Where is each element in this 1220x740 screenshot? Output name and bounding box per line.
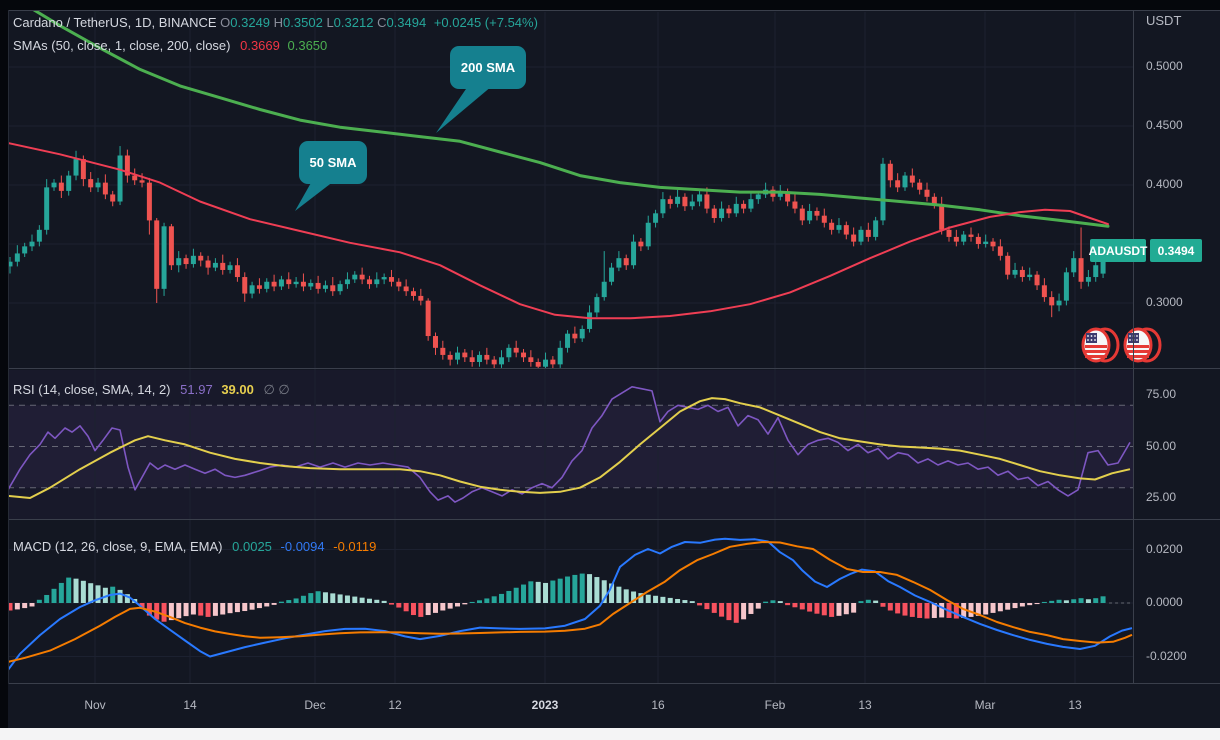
symbol-price-tag[interactable]: ADAUSDT: [1088, 239, 1148, 262]
macd-signal-line: [8, 541, 1133, 663]
rsi-lines[interactable]: [8, 385, 1131, 503]
price-axis[interactable]: 0.5000 0.4500 0.4000 0.3000 75.00 50.00 25.00 0…: [1134, 10, 1220, 684]
macd-axis-label: 0.0200: [1146, 541, 1183, 556]
macd-line: [8, 537, 1133, 671]
rsi-ma-line: [8, 397, 1131, 499]
low-value: 0.3212: [333, 15, 374, 30]
macd-axis-label: -0.0200: [1146, 648, 1187, 663]
currency-label: USDT: [1146, 13, 1182, 28]
time-axis-label: 13: [858, 698, 872, 712]
sma-legend-title: SMAs (50, close, 1, close, 200, close): [13, 38, 231, 53]
close-value: 0.3494: [386, 15, 427, 30]
rsi-ma-value: 39.00: [221, 382, 254, 397]
rsi-axis-label: 50.00: [1146, 438, 1177, 453]
macd-legend-title: MACD (12, 26, close, 9, EMA, EMA): [13, 539, 223, 554]
time-axis-label: 16: [651, 698, 665, 712]
last-price-value: 0.3494: [1157, 243, 1195, 258]
symbol-legend[interactable]: Cardano / TetherUS, 1D, BINANCE O0.3249 …: [13, 15, 538, 30]
macd-line-value: -0.0094: [280, 539, 325, 554]
time-axis[interactable]: Nov 14 Dec 12 2023 16 Feb 13 Mar 13: [8, 684, 1134, 728]
change-value: +0.0245 (+7.54%): [433, 15, 538, 30]
callout-200-sma-label: 200 SMA: [460, 60, 516, 75]
close-label: C: [377, 15, 387, 30]
us-flag-event-icon[interactable]: [1081, 327, 1120, 363]
time-axis-label: 2023: [531, 698, 559, 712]
rsi-legend-title: RSI (14, close, SMA, 14, 2): [13, 382, 171, 397]
open-value: 0.3249: [230, 15, 271, 30]
time-axis-label: 14: [183, 698, 197, 712]
rsi-value: 51.97: [180, 382, 213, 397]
time-axis-label: Feb: [764, 698, 786, 712]
macd-signal-value: -0.0119: [333, 539, 377, 554]
sma-50-line: [8, 142, 1109, 320]
sma-lines[interactable]: [0, 5, 1110, 320]
macd-series[interactable]: [8, 537, 1134, 671]
time-axis-label: 13: [1068, 698, 1082, 712]
high-value: 0.3502: [283, 15, 323, 30]
symbol-tag-label: ADAUSDT: [1088, 243, 1148, 258]
pane-separators[interactable]: [8, 10, 1220, 684]
price-axis-label: 0.3000: [1146, 295, 1183, 309]
callout-200-sma: 200 SMA: [450, 46, 526, 89]
low-label: L: [326, 15, 334, 30]
callout-50-sma: 50 SMA: [299, 141, 367, 184]
page-bottom-strip: [0, 728, 1220, 740]
macd-hist-value: 0.0025: [232, 539, 272, 554]
rsi-empty-values: ∅ ∅: [263, 382, 290, 397]
time-axis-label: Mar: [974, 698, 996, 712]
rsi-line: [8, 385, 1131, 503]
time-axis-label: Nov: [84, 698, 106, 712]
time-axis-label: 12: [388, 698, 402, 712]
macd-legend[interactable]: MACD (12, 26, close, 9, EMA, EMA) 0.0025…: [13, 539, 376, 554]
candlestick-series[interactable]: [8, 146, 1106, 370]
rsi-axis-label: 75.00: [1146, 387, 1177, 401]
symbol-title: Cardano / TetherUS, 1D, BINANCE: [13, 15, 217, 30]
last-price-tag[interactable]: 0.3494: [1150, 239, 1202, 262]
price-axis-label: 0.5000: [1146, 59, 1183, 73]
sma50-value: 0.3669: [240, 38, 280, 53]
sma-200-line: [31, 10, 1110, 228]
price-axis-label: 0.4500: [1146, 118, 1183, 132]
callout-50-sma-label: 50 SMA: [309, 155, 357, 170]
rsi-axis-label: 25.00: [1146, 490, 1177, 504]
grid-lines[interactable]: [8, 12, 1133, 683]
macd-axis-label: 0.0000: [1146, 595, 1183, 609]
high-label: H: [273, 15, 284, 30]
callout-tails[interactable]: [295, 86, 492, 211]
price-axis-label: 0.4000: [1146, 177, 1183, 191]
open-label: O: [220, 15, 231, 30]
sma200-value: 0.3650: [287, 38, 328, 53]
sma-legend[interactable]: SMAs (50, close, 1, close, 200, close) 0…: [13, 38, 327, 53]
time-axis-label: Dec: [304, 698, 326, 712]
rsi-legend[interactable]: RSI (14, close, SMA, 14, 2) 51.97 39.00 …: [13, 382, 290, 398]
